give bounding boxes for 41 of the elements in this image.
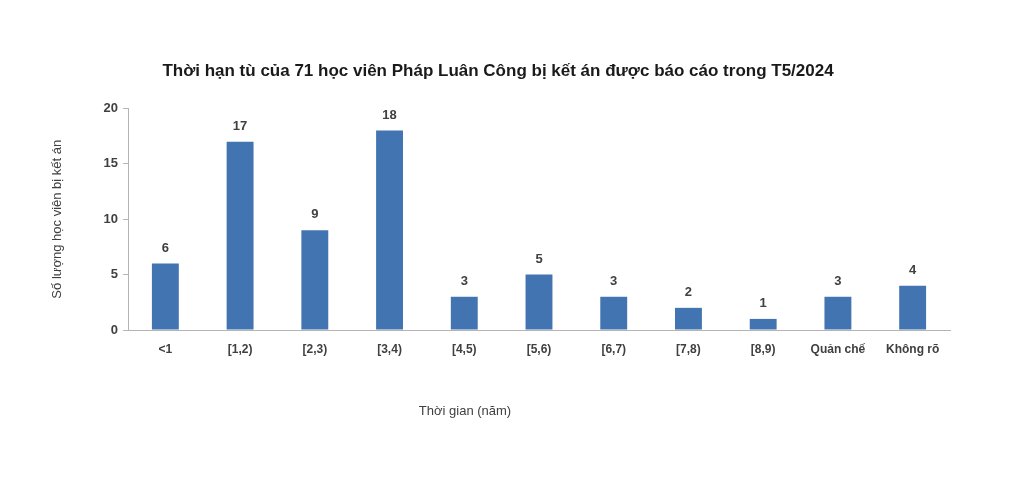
x-tick-label: Quản chế [810, 341, 866, 356]
data-label: 9 [311, 206, 319, 222]
x-tick-label: [4,5) [451, 341, 477, 356]
x-tick-label: [7,8) [676, 341, 701, 356]
chart-title: Thời hạn tù của 71 học viên Pháp Luân Công bị kết án được báo cáo trong T5/2024 [162, 60, 835, 80]
data-label: 6 [161, 239, 169, 255]
y-tick-label: 0 [110, 321, 118, 337]
bar [525, 274, 553, 330]
y-tick-label: 5 [110, 266, 118, 282]
bar [749, 318, 777, 330]
data-label: 17 [232, 117, 248, 133]
data-label: 3 [610, 272, 618, 288]
data-label: 18 [382, 106, 397, 122]
x-tick-label: [1,2) [227, 341, 253, 356]
data-label: 5 [535, 250, 543, 266]
x-tick-label: [8,9) [750, 341, 776, 356]
y-tick-label: 20 [103, 99, 118, 115]
x-tick-label: [2,3) [302, 341, 328, 356]
bar [301, 230, 329, 330]
y-tick-label: 10 [103, 210, 118, 226]
x-tick-label: Không rõ [885, 341, 940, 356]
x-tick-label: [6,7) [601, 341, 627, 356]
x-tick-label: [3,4) [377, 341, 402, 356]
bar [899, 285, 927, 330]
bar [151, 263, 179, 330]
bar [600, 296, 628, 330]
bar [226, 141, 254, 330]
bar [675, 307, 702, 330]
x-axis-title: Thời gian (năm) [418, 402, 512, 418]
data-label: 3 [834, 272, 842, 288]
data-label: 2 [684, 283, 693, 299]
data-label: 4 [909, 261, 918, 277]
bar [376, 130, 403, 330]
y-tick-label: 15 [103, 155, 118, 171]
data-label: 1 [759, 295, 767, 310]
x-tick-label: <1 [158, 341, 173, 356]
x-tick-label: [5,6) [526, 341, 552, 356]
y-axis-title: Số lượng học viên bị kết án [49, 139, 65, 299]
data-label: 3 [460, 272, 468, 288]
bar [824, 296, 852, 330]
bar [450, 296, 478, 330]
